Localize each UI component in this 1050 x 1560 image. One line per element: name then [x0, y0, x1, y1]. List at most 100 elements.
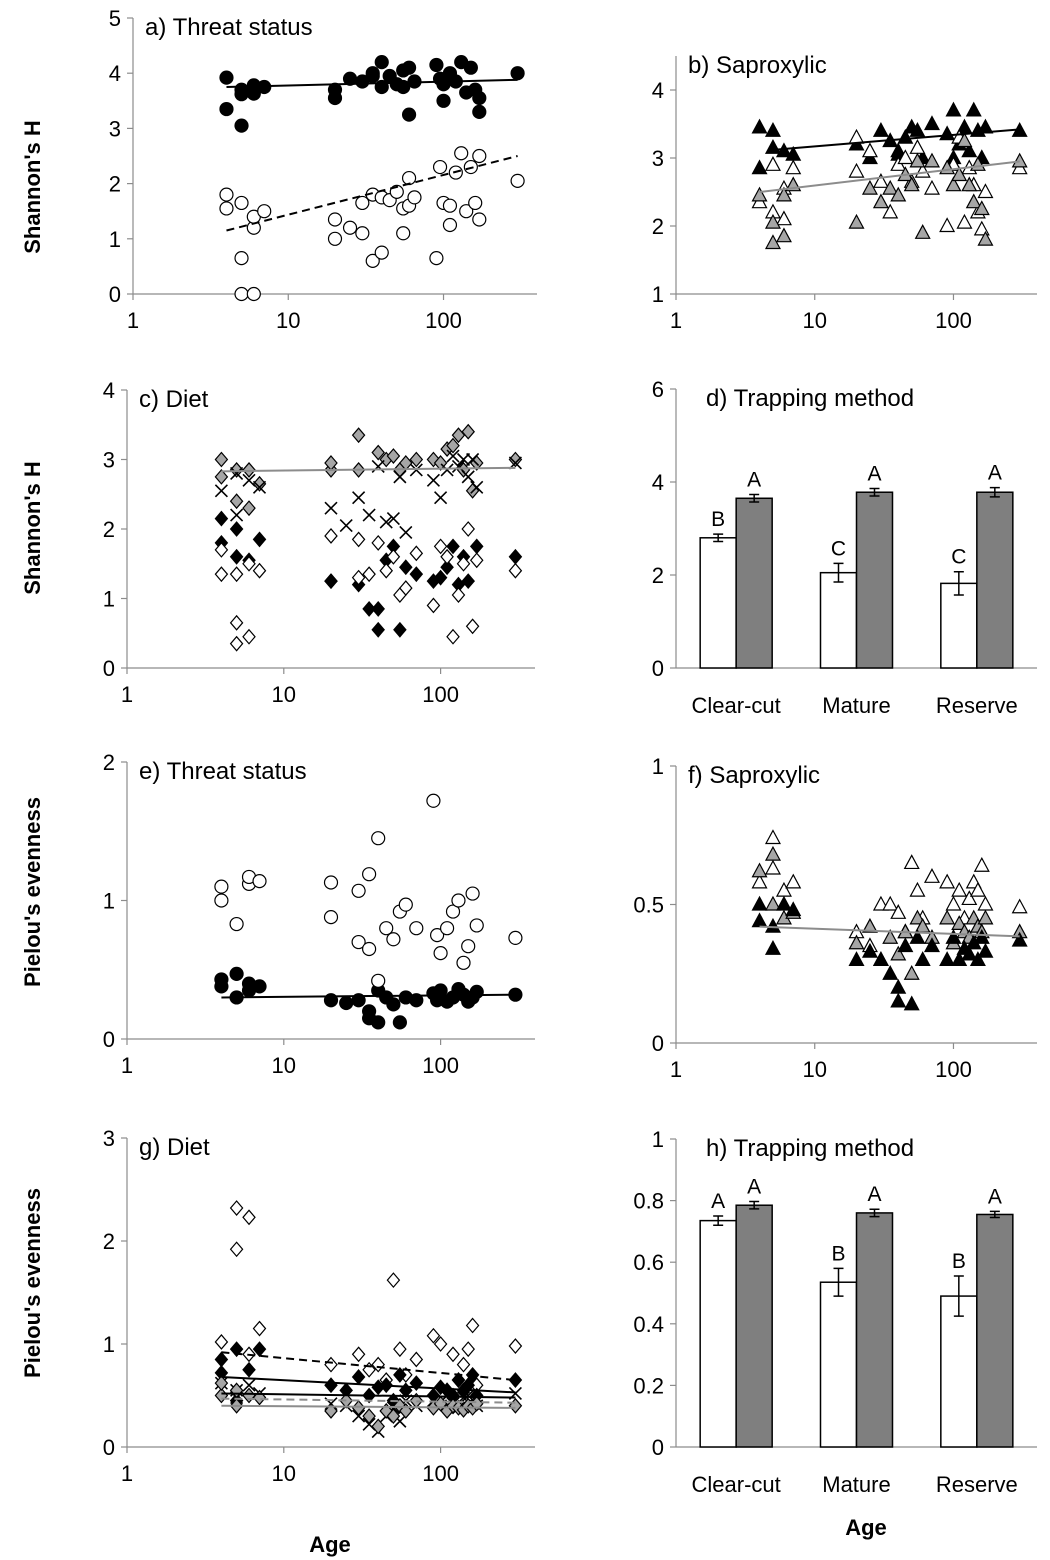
data-point [252, 874, 267, 889]
y-tick-label: 1 [109, 227, 121, 252]
y-tick-label: 2 [652, 214, 664, 239]
data-point [861, 942, 878, 958]
data-point [446, 437, 460, 454]
data-point [923, 937, 940, 953]
series-1 [214, 966, 523, 1030]
data-point [234, 286, 249, 302]
bar [699, 1219, 737, 1448]
data-point [785, 873, 802, 889]
bar [855, 1212, 894, 1448]
data-point [242, 500, 256, 517]
data-point [909, 928, 926, 944]
data-point [951, 881, 968, 897]
data-point [409, 921, 424, 936]
data-point [890, 992, 907, 1008]
data-point [396, 79, 411, 95]
data-point [214, 510, 229, 527]
data-point [923, 152, 940, 168]
data-point [446, 628, 460, 645]
error-bar [989, 1210, 1000, 1219]
y-tick-label: 1 [103, 587, 115, 612]
data-point [409, 545, 424, 562]
data-point [439, 921, 455, 936]
data-point [214, 451, 229, 468]
data-point [861, 179, 878, 195]
x-tick-label: 100 [422, 1053, 459, 1078]
data-point [229, 635, 244, 652]
data-point [242, 555, 256, 572]
data-point [861, 142, 878, 158]
data-point [362, 508, 376, 522]
panel-title-e: e) Threat status [139, 758, 307, 785]
data-point [242, 1378, 256, 1392]
y-tick-label: 2 [109, 172, 121, 197]
data-point [351, 569, 366, 586]
y-tick-label: 0 [103, 656, 115, 681]
x-axis-label-left: Age [309, 1532, 351, 1557]
data-point [465, 1317, 480, 1334]
data-point [386, 932, 401, 947]
data-point [399, 525, 413, 540]
data-point [451, 459, 466, 474]
data-point [764, 845, 781, 861]
data-point [393, 1341, 407, 1358]
data-point [909, 881, 926, 897]
data-point [469, 984, 484, 1000]
data-point [426, 597, 441, 614]
y-tick-label: 0.5 [633, 893, 664, 918]
series-4 [214, 521, 523, 652]
data-point [890, 978, 907, 994]
x-tick-label: 1 [121, 1461, 133, 1486]
data-point [973, 220, 990, 236]
data-point [214, 541, 229, 558]
bar [735, 1204, 773, 1448]
data-point [977, 942, 994, 958]
error-bar [749, 493, 760, 503]
data-point [973, 200, 990, 216]
data-point [451, 587, 466, 603]
data-point [961, 945, 978, 961]
data-point [386, 512, 400, 526]
data-point [882, 895, 899, 911]
data-point [465, 618, 480, 635]
data-point [872, 951, 889, 967]
data-point [508, 1372, 523, 1388]
y-tick-label: 3 [103, 1126, 115, 1151]
data-point [252, 979, 267, 994]
data-point [401, 170, 417, 186]
data-point [872, 193, 889, 209]
data-point [252, 475, 267, 492]
data-point [510, 173, 525, 188]
data-point [327, 231, 343, 246]
data-point [379, 515, 393, 529]
data-point [229, 1200, 244, 1216]
significance-letter: C [951, 546, 966, 569]
data-point [234, 251, 249, 266]
data-point [882, 203, 899, 219]
x-tick-label: 1 [670, 308, 682, 333]
data-point [246, 286, 261, 302]
data-point [956, 132, 973, 148]
x-tick-label: 100 [935, 1057, 972, 1082]
significance-letter: A [867, 463, 881, 486]
data-point [890, 945, 907, 961]
data-point [355, 226, 370, 241]
panel-title-a: a) Threat status [145, 14, 313, 41]
trend-line [221, 1392, 516, 1399]
data-point [401, 60, 417, 75]
data-point [764, 122, 781, 137]
data-point [324, 573, 338, 590]
data-point [472, 148, 487, 164]
data-point [426, 1327, 441, 1344]
series-3 [751, 132, 1028, 250]
y-axis-label-pielou-middle: Pielou's evenness [20, 797, 45, 987]
data-point [429, 251, 444, 266]
data-point [882, 928, 899, 944]
data-point [362, 566, 376, 583]
series-2 [214, 1341, 523, 1409]
data-point [219, 187, 234, 202]
